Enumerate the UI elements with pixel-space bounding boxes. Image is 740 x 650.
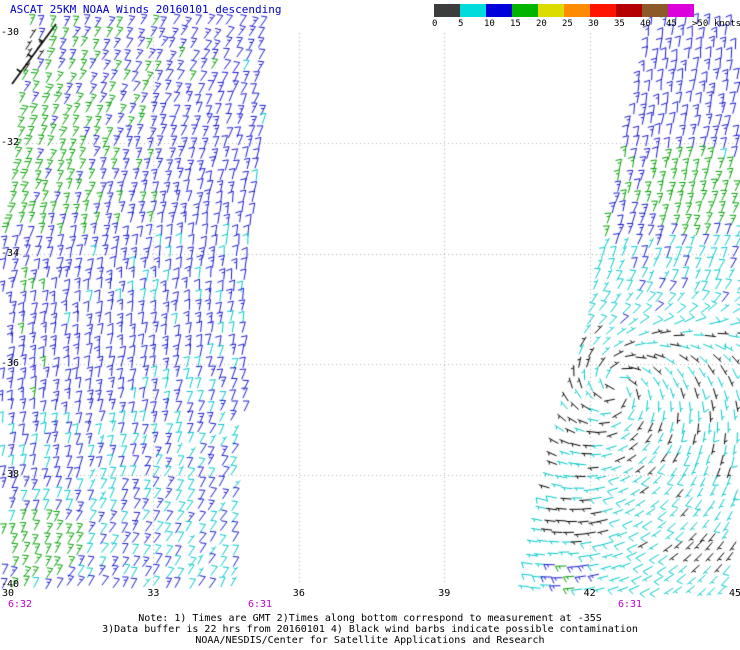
colorbar-segment-35	[616, 4, 642, 17]
colorbar-label: 20	[536, 19, 547, 29]
colorbar-label: 15	[510, 19, 521, 29]
colorbar-tick-labels: 0 5 10 15 20 25 30 35 40 45 >50 knots	[432, 19, 740, 31]
footnote-line-3: NOAA/NESDIS/Center for Satellite Applica…	[195, 635, 545, 646]
latitude-tick-label: -38	[1, 468, 20, 480]
colorbar-segments	[434, 4, 694, 17]
wind-speed-colorbar: 0 5 10 15 20 25 30 35 40 45 >50 knots	[432, 4, 740, 32]
colorbar-label: >50	[692, 19, 709, 29]
colorbar-segment-40	[642, 4, 668, 17]
footnotes: Note: 1) Times are GMT 2)Times along bot…	[0, 613, 740, 646]
longitude-tick-label: 42	[583, 588, 596, 599]
longitude-tick-label: 36	[292, 588, 305, 599]
colorbar-label: 10	[484, 19, 495, 29]
latitude-tick-label: -40	[1, 579, 20, 590]
footnote-line-1: Note: 1) Times are GMT 2)Times along bot…	[138, 613, 602, 624]
swath-time-label: 6:31	[618, 599, 643, 610]
colorbar-unit: knots	[714, 19, 740, 29]
longitude-tick-label: 39	[438, 588, 451, 599]
colorbar-label: 5	[458, 19, 464, 29]
colorbar-segment-0	[434, 4, 460, 17]
longitude-tick-label: 33	[147, 588, 160, 599]
colorbar-segment-5	[460, 4, 486, 17]
footnote-line-2: 3)Data buffer is 22 hrs from 20160101 4)…	[102, 624, 638, 635]
latitude-tick-label: -36	[1, 358, 20, 370]
colorbar-segment-25	[564, 4, 590, 17]
longitude-tick-label: 30	[2, 588, 15, 599]
colorbar-label: 45	[666, 19, 677, 29]
colorbar-label: 40	[640, 19, 651, 29]
colorbar-label: 30	[588, 19, 599, 29]
swath-time-label: 6:31	[248, 599, 273, 610]
latitude-tick-label: -32	[1, 137, 20, 149]
colorbar-segment-30	[590, 4, 616, 17]
swath-time-label: 6:32	[8, 599, 33, 610]
colorbar-label: 35	[614, 19, 625, 29]
colorbar-segment-10	[486, 4, 512, 17]
colorbar-label: 0	[432, 19, 438, 29]
longitude-tick-label: 45	[729, 588, 740, 599]
colorbar-label: 25	[562, 19, 573, 29]
latitude-tick-label: -34	[1, 247, 20, 259]
colorbar-segment-45	[668, 4, 694, 17]
colorbar-segment-20	[538, 4, 564, 17]
colorbar-segment-15	[512, 4, 538, 17]
latitude-tick-label: -30	[1, 27, 20, 38]
chart-title: ASCAT 25KM NOAA Winds 20160101 descendin…	[10, 3, 282, 16]
